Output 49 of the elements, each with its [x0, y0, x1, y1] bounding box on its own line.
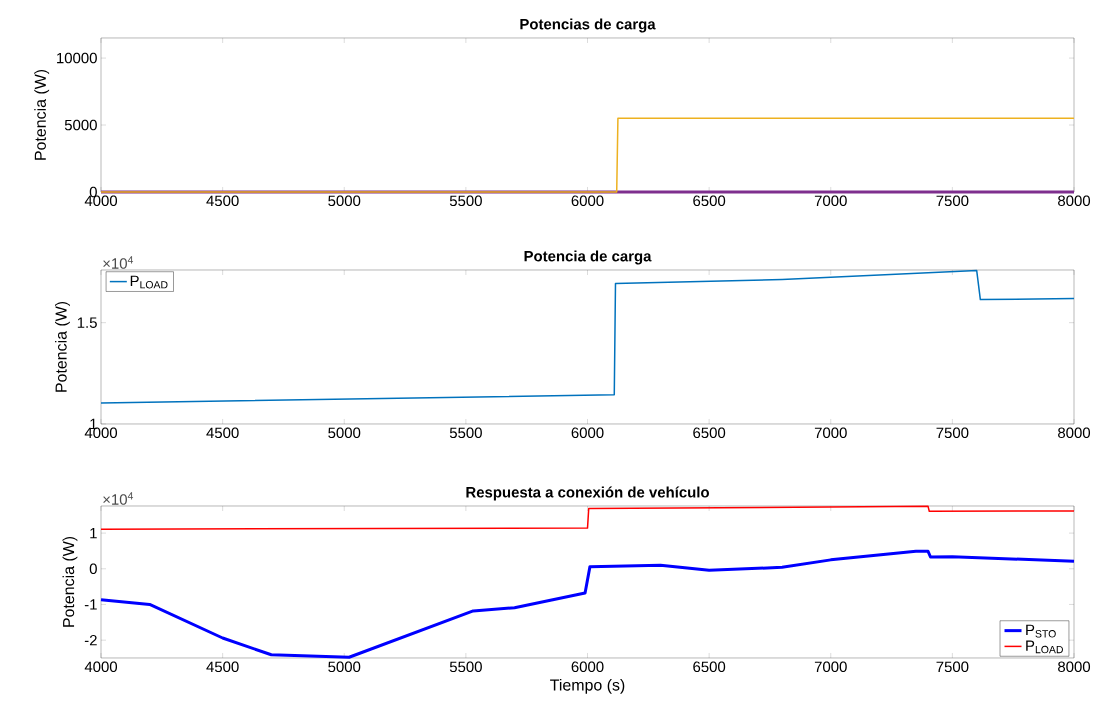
- x-tick-label: 6500: [693, 195, 726, 207]
- y-tick-label: -1: [84, 599, 97, 610]
- chart-title: Potencias de carga: [520, 18, 656, 33]
- x-tick-label: 6000: [571, 195, 604, 207]
- line-series: [100, 505, 1075, 530]
- legend-label: P$_{LOAD}$: [130, 275, 168, 289]
- x-tick-label: 6500: [693, 661, 726, 673]
- x-tick-label: 7000: [814, 661, 847, 673]
- x-tick-label: 4500: [206, 195, 239, 207]
- x-tick-label: 8000: [1058, 661, 1091, 673]
- x-tick-label: 6000: [571, 427, 604, 439]
- y-tick-label: 1: [90, 527, 97, 539]
- x-tick-label: 5500: [449, 427, 482, 439]
- x-tick-label: 5500: [449, 661, 482, 673]
- text: ×10$^{4}$: [103, 256, 134, 269]
- y-tick-label: 0: [89, 563, 97, 575]
- x-tick-label: 4500: [206, 661, 239, 673]
- x-tick-label: 6500: [693, 427, 726, 439]
- y-tick-label: -2: [84, 634, 97, 646]
- line-series: [99, 549, 1076, 659]
- y-tick-label: 1: [90, 418, 97, 430]
- line-series: [100, 269, 1075, 404]
- x-axis-title: Tiempo (s): [550, 678, 625, 694]
- x-tick-label: 6000: [571, 661, 604, 673]
- x-tick-label: 7000: [814, 195, 847, 207]
- x-tick-label: 7000: [814, 427, 847, 439]
- y-axis-title: Potencia (W): [55, 301, 70, 392]
- x-tick-label: 5000: [328, 195, 361, 207]
- y-axis-title: Potencia (W): [62, 536, 78, 627]
- chart-title: Potencia de carga: [524, 250, 652, 265]
- x-tick-label: 8000: [1058, 427, 1091, 439]
- x-tick-label: 4000: [84, 427, 118, 439]
- y-tick-label: 10000: [57, 52, 97, 64]
- x-tick-label: 5500: [449, 195, 482, 207]
- x-tick-label: 8000: [1058, 195, 1091, 207]
- x-tick-label: 4000: [84, 661, 118, 673]
- y-axis-title: Potencia (W): [34, 69, 50, 160]
- x-tick-label: 5000: [328, 427, 361, 439]
- x-tick-label: 5000: [328, 661, 361, 673]
- x-tick-label: 7500: [936, 427, 969, 439]
- x-tick-label: 7500: [936, 195, 969, 207]
- text: ×10$^{4}$: [103, 492, 134, 505]
- legend-label: P$_{LOAD}$: [1026, 640, 1063, 654]
- x-tick-label: 7500: [936, 661, 969, 673]
- legend-label: P$_{STO}$: [1026, 624, 1056, 638]
- y-tick-label: 1.5: [77, 317, 97, 328]
- y-tick-label: 5000: [64, 119, 97, 131]
- x-tick-label: 4500: [206, 427, 239, 439]
- chart-title: Respuesta a conexión de vehículo: [466, 486, 709, 501]
